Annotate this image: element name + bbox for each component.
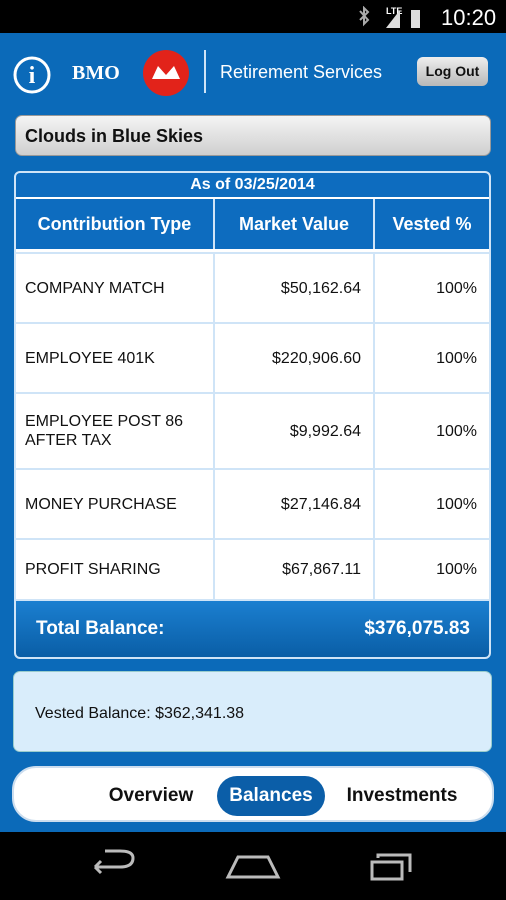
plan-name: Clouds in Blue Skies <box>15 115 491 156</box>
total-label: Total Balance: <box>36 618 165 639</box>
contribution-type: MONEY PURCHASE <box>16 468 213 538</box>
column-header: Contribution Type <box>16 199 213 249</box>
vested-percent: 100% <box>373 538 489 599</box>
clock: 10:20 <box>441 5 497 30</box>
vested-percent: 100% <box>373 252 489 322</box>
market-value: $27,146.84 <box>213 468 373 538</box>
total-row: Total Balance: $376,075.83 <box>16 599 489 657</box>
market-value: $50,162.64 <box>213 252 373 322</box>
header-graphics: i <box>13 50 206 96</box>
contribution-type: PROFIT SHARING <box>16 538 213 599</box>
market-value: $220,906.60 <box>213 322 373 392</box>
market-value: $67,867.11 <box>213 538 373 599</box>
contribution-type: EMPLOYEE POST 86 AFTER TAX <box>16 392 213 468</box>
column-header: Market Value <box>213 199 373 249</box>
balances-table: As of 03/25/2014 Contribution Type Market… <box>14 171 491 659</box>
vested-balance: Vested Balance: $362,341.38 <box>13 671 492 752</box>
logout-button[interactable]: Log Out <box>417 57 488 86</box>
vested-percent: 100% <box>373 468 489 538</box>
network-label: LTE <box>386 6 403 16</box>
vested-percent: 100% <box>373 392 489 468</box>
market-value: $9,992.64 <box>213 392 373 468</box>
svg-text:i: i <box>29 63 36 89</box>
nav-bar <box>0 832 506 900</box>
contribution-type: EMPLOYEE 401K <box>16 322 213 392</box>
header-title: Retirement Services <box>220 62 383 82</box>
brand: BMO <box>72 62 120 84</box>
status-bar: LTE 10:20 <box>0 0 506 33</box>
table-caption: As of 03/25/2014 <box>16 173 489 197</box>
vested-percent: 100% <box>373 322 489 392</box>
tab[interactable]: Balances <box>217 776 325 816</box>
tab[interactable]: Overview <box>108 785 194 806</box>
total-value: $376,075.83 <box>364 618 470 639</box>
column-header: Vested % <box>373 199 489 249</box>
contribution-type: COMPANY MATCH <box>16 252 213 322</box>
tab-bar: Overview Balances Investments <box>12 766 494 822</box>
status-icons <box>359 6 420 28</box>
tab[interactable]: Investments <box>346 785 458 806</box>
